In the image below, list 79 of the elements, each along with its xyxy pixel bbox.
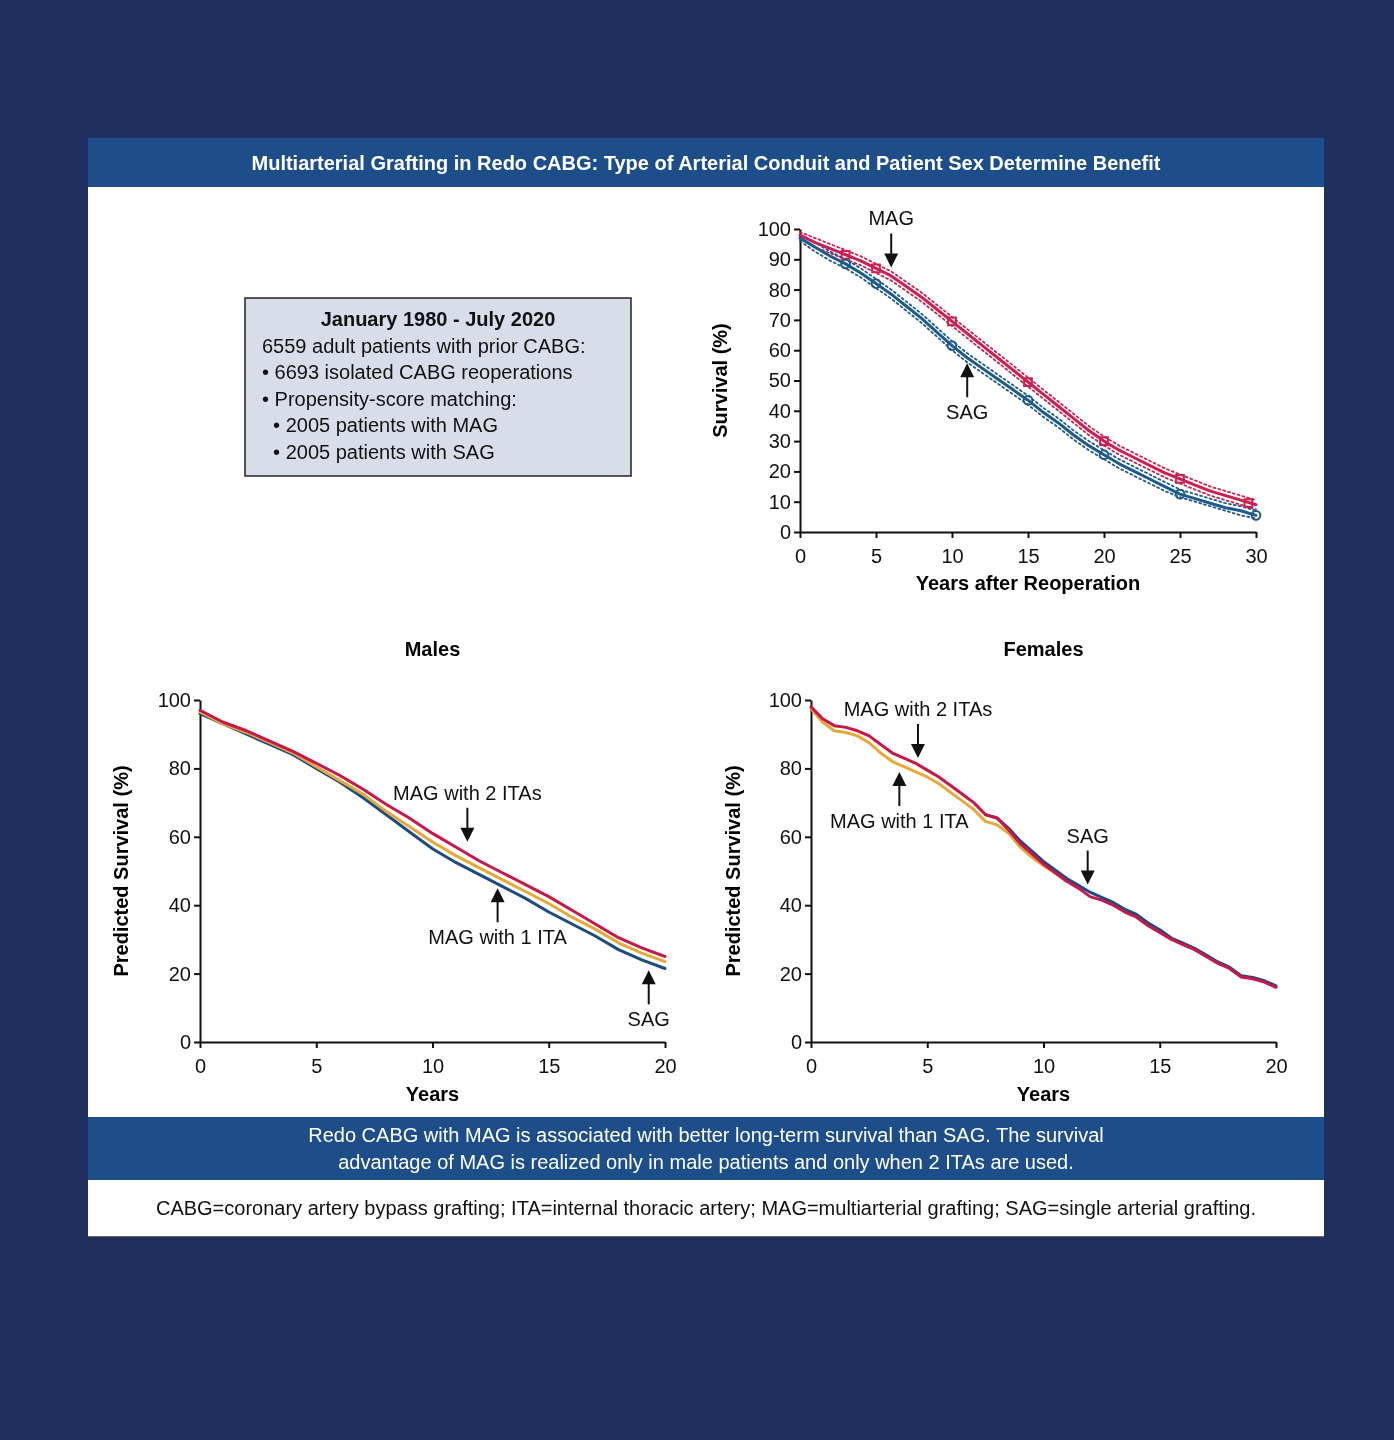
point bbox=[1098, 449, 1110, 461]
x-axis-title: Years bbox=[405, 1083, 460, 1105]
y-axis-title: Predicted Survival (%) bbox=[110, 765, 132, 977]
point bbox=[1023, 377, 1033, 387]
y-tick-label: 100 bbox=[157, 688, 191, 711]
annotation: MAG with 2 ITAs bbox=[393, 781, 542, 804]
y-tick-label: 100 bbox=[757, 217, 791, 240]
x-tick-label: 5 bbox=[922, 1055, 934, 1077]
y-tick-label: 30 bbox=[768, 430, 791, 452]
y-tick-label: 80 bbox=[168, 757, 191, 780]
text: • 2005 patients with SAG bbox=[262, 440, 495, 463]
x-tick-label: 20 bbox=[1265, 1055, 1288, 1077]
annotation: SAG bbox=[627, 1008, 670, 1031]
y-tick-label: 70 bbox=[768, 308, 791, 331]
point bbox=[947, 316, 957, 327]
point bbox=[840, 249, 851, 260]
y-tick-label: 80 bbox=[779, 757, 802, 780]
point bbox=[871, 263, 881, 274]
chart-title: Males bbox=[404, 638, 461, 660]
annotation: MAG with 1 ITA bbox=[830, 809, 970, 832]
y-tick-label: 40 bbox=[768, 399, 791, 422]
x-tick-label: 15 bbox=[538, 1055, 561, 1077]
y-axis-title: Predicted Survival (%) bbox=[722, 765, 744, 977]
y-axis-title: Survival (%) bbox=[709, 323, 731, 438]
point bbox=[1250, 509, 1262, 521]
x-tick-label: 20 bbox=[654, 1055, 677, 1077]
text: • 2005 patients with MAG bbox=[262, 414, 499, 436]
point bbox=[1022, 394, 1034, 406]
x-tick-label: 5 bbox=[311, 1055, 323, 1077]
y-tick-label: 60 bbox=[768, 339, 791, 362]
y-tick-label: 20 bbox=[168, 962, 191, 985]
x-tick-label: 10 bbox=[941, 545, 964, 567]
point bbox=[1174, 488, 1186, 500]
y-tick-label: 0 bbox=[779, 520, 791, 543]
annotation: SAG bbox=[946, 401, 989, 424]
y-tick-label: 60 bbox=[779, 825, 802, 848]
y-tick-label: 100 bbox=[768, 688, 802, 711]
x-tick-label: 15 bbox=[1149, 1055, 1172, 1077]
y-tick-label: 40 bbox=[168, 894, 191, 917]
x-tick-label: 0 bbox=[805, 1055, 818, 1077]
y-tick-label: 90 bbox=[768, 248, 791, 271]
point bbox=[1175, 474, 1185, 484]
point bbox=[870, 278, 882, 289]
x-tick-label: 10 bbox=[1032, 1055, 1056, 1077]
x-axis-title: Years after Reoperation bbox=[915, 572, 1141, 594]
y-tick-label: 80 bbox=[768, 278, 791, 301]
point bbox=[946, 340, 958, 352]
y-tick-label: 20 bbox=[768, 460, 791, 483]
x-tick-label: 0 bbox=[194, 1055, 207, 1077]
point bbox=[1099, 436, 1109, 446]
annotation: MAG with 1 ITA bbox=[428, 926, 568, 949]
y-tick-label: 20 bbox=[779, 962, 802, 985]
y-tick-label: 10 bbox=[768, 490, 791, 513]
text: Redo CABG with MAG is associated with better long-term survival than SAG. The survival bbox=[308, 1124, 1104, 1146]
x-tick-label: 25 bbox=[1169, 545, 1192, 567]
annotation: SAG bbox=[1066, 824, 1109, 847]
annotation: MAG with 2 ITAs bbox=[843, 697, 993, 720]
y-tick-label: 0 bbox=[790, 1030, 802, 1053]
x-tick-label: 10 bbox=[421, 1055, 445, 1077]
text: • 6693 isolated CABG reoperations bbox=[262, 361, 573, 383]
y-tick-label: 60 bbox=[168, 825, 191, 848]
y-tick-label: 50 bbox=[768, 369, 791, 392]
y-tick-label: 40 bbox=[779, 894, 802, 917]
x-tick-label: 15 bbox=[1017, 545, 1040, 567]
text: advantage of MAG is realized only in male patients and only when 2 ITAs are used. bbox=[338, 1151, 1074, 1173]
text: CABG=coronary artery bypass grafting; ITA=internal thoracic artery; MAG=multiarterial grafting; SAG=single arterial grafting. bbox=[155, 1197, 1257, 1219]
x-tick-label: 30 bbox=[1245, 545, 1268, 567]
y-tick-label: 0 bbox=[179, 1030, 191, 1053]
text: January 1980 - July 2020 bbox=[320, 308, 556, 330]
x-tick-label: 20 bbox=[1093, 545, 1116, 567]
text: • Propensity-score matching: bbox=[262, 387, 517, 410]
chart-title: Females bbox=[1003, 638, 1084, 660]
annotation: MAG bbox=[868, 207, 914, 230]
x-axis-title: Years bbox=[1016, 1083, 1071, 1105]
text: Multiarterial Grafting in Redo CABG: Type of Arterial Conduit and Patient Sex Determine Benefit bbox=[251, 152, 1161, 174]
x-tick-label: 5 bbox=[870, 545, 883, 567]
point bbox=[1243, 498, 1254, 509]
point bbox=[840, 258, 851, 270]
text: 6559 adult patients with prior CABG: bbox=[262, 334, 586, 357]
